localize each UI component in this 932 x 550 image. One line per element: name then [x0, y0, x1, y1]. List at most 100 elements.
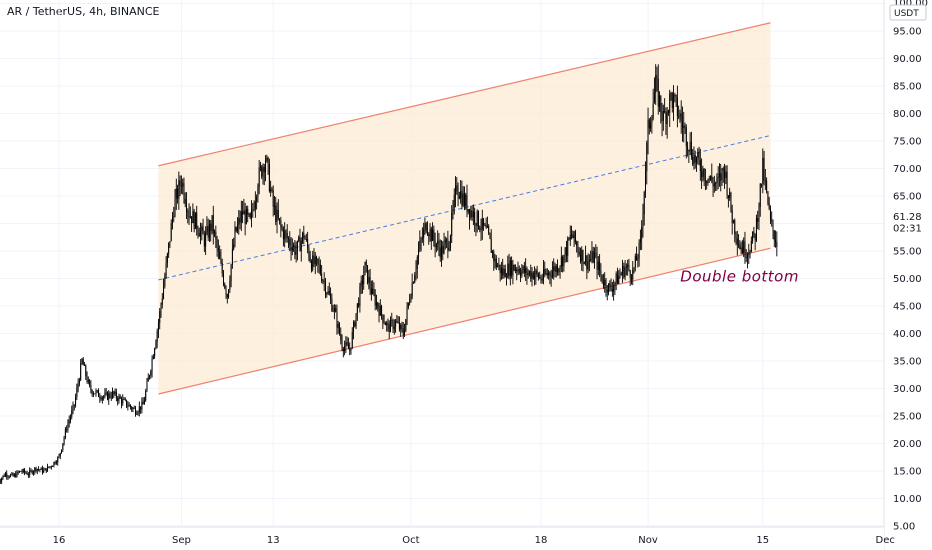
candle-body	[67, 423, 69, 430]
candle-body	[281, 227, 283, 230]
candle-body	[240, 211, 242, 223]
candle-body	[10, 474, 12, 477]
candle-body	[284, 230, 286, 240]
candle-body	[295, 251, 297, 255]
candle-body	[25, 472, 27, 474]
candle-body	[256, 197, 258, 202]
candle-body	[525, 267, 527, 274]
candle-body	[579, 254, 581, 262]
candle-body	[518, 268, 520, 273]
currency-label: USDT	[894, 9, 919, 19]
candle-body	[49, 466, 51, 468]
time-axis[interactable]: 16Sep13Oct18Nov15Dec13	[0, 526, 932, 550]
candle-body	[456, 185, 458, 192]
candle-body	[402, 328, 404, 336]
candle-body	[233, 244, 235, 249]
candle-body	[657, 78, 659, 107]
candle-body	[492, 251, 493, 253]
candle-body	[302, 232, 304, 241]
candle-body	[234, 227, 236, 245]
time-tick-label: Dec	[876, 535, 895, 546]
candle-body	[39, 469, 41, 471]
candle-body	[80, 363, 82, 381]
candle-body	[523, 266, 525, 274]
candle-body	[411, 282, 413, 297]
candle-body	[441, 245, 442, 258]
candle-body	[188, 211, 190, 218]
candle-body	[514, 269, 516, 271]
candle-body	[759, 183, 761, 208]
candle-body	[720, 173, 722, 181]
candle-body	[623, 266, 625, 277]
candle-body	[174, 198, 176, 217]
channel-lower-line[interactable]	[158, 247, 771, 395]
candle-body	[648, 119, 650, 129]
candle-body	[604, 279, 606, 286]
candle-body	[609, 283, 611, 286]
candle-body	[461, 191, 463, 206]
candle-body	[323, 280, 325, 282]
candle-body	[500, 268, 502, 274]
candle-body	[230, 264, 232, 282]
candle-body	[367, 265, 369, 283]
candle-body	[55, 462, 57, 464]
candle-body	[569, 234, 571, 240]
candle-body	[225, 287, 227, 295]
candle-body	[327, 290, 329, 294]
channel-upper-line[interactable]	[158, 22, 771, 167]
candle-body	[416, 257, 418, 269]
candle-body	[592, 251, 594, 263]
candle-body	[466, 195, 468, 212]
candle-body	[1, 478, 3, 482]
candle-body	[551, 271, 553, 278]
candle-body	[47, 466, 49, 472]
candle-body	[299, 237, 301, 252]
candle-body	[76, 388, 78, 398]
candle-body	[730, 192, 732, 211]
candle-body	[591, 251, 593, 260]
candle-body	[704, 180, 706, 181]
candle-body	[563, 255, 565, 267]
candle-body	[497, 265, 499, 267]
candle-body	[732, 220, 734, 224]
candle-body	[599, 261, 601, 271]
candle-body	[276, 209, 278, 222]
candle-body	[52, 466, 54, 467]
candle-body	[313, 255, 315, 265]
candle-body	[41, 467, 43, 473]
candle-body	[35, 467, 37, 471]
candle-body	[397, 322, 399, 324]
currency-box[interactable]	[889, 4, 927, 21]
candle-body	[286, 232, 288, 239]
candle-body	[262, 167, 264, 177]
current-price-label: 61.28	[893, 212, 922, 223]
candle-body	[316, 256, 318, 259]
candle-body	[353, 322, 355, 333]
candle-body	[265, 160, 267, 173]
candle-body	[476, 211, 478, 226]
candle-body	[222, 273, 224, 284]
candle-body	[196, 212, 198, 229]
price-tick-label: 5.00	[893, 522, 915, 533]
candle-body	[485, 225, 487, 228]
candle-body	[486, 226, 488, 228]
candle-body	[71, 410, 73, 417]
candle-body	[585, 255, 587, 263]
candle-body	[577, 245, 579, 253]
candle-body	[421, 237, 423, 240]
price-axis-bg	[884, 0, 932, 550]
candle-body	[137, 412, 139, 414]
candle-body	[303, 232, 305, 239]
candle-body	[565, 247, 567, 256]
candle-body	[776, 242, 778, 247]
candle-body	[718, 173, 720, 177]
candle-body	[685, 127, 687, 147]
candle-body	[741, 247, 743, 253]
candle-body	[669, 93, 671, 113]
candle-body	[321, 273, 323, 282]
candle-body	[34, 467, 36, 472]
candle-body	[474, 211, 476, 224]
candle-body	[318, 263, 320, 265]
price-axis[interactable]: 10.00 15.00 20.00 25.00 30.00 35.00 40.00 45.00…	[883, 0, 932, 550]
